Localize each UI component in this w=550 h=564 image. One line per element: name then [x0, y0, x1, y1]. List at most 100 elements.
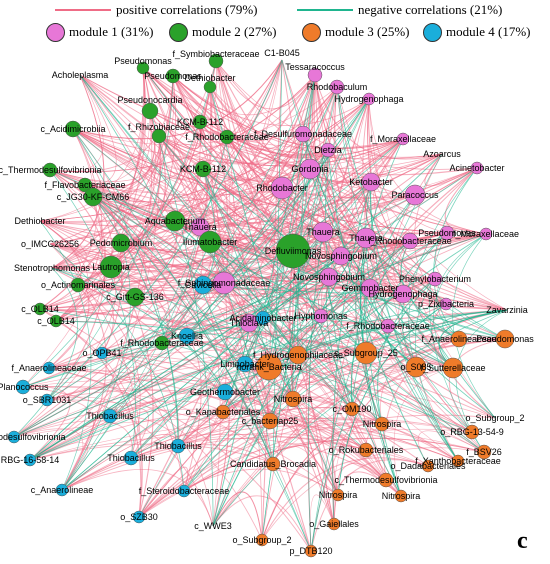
correlation-edge	[212, 309, 508, 527]
module-3-swatch	[302, 22, 321, 42]
correlation-edge	[92, 196, 436, 280]
correlation-edge	[202, 168, 436, 280]
node-label: o_RBG-13-54-9	[440, 427, 504, 437]
correlation-edge	[202, 98, 370, 286]
node-label: Acinetobacter	[449, 163, 504, 173]
node-label: f_BSV26	[466, 447, 502, 457]
node-label: Dethiobacter	[184, 73, 235, 83]
node-module-1	[331, 246, 351, 266]
correlation-edge	[22, 351, 367, 388]
node-module-4	[178, 327, 196, 345]
correlation-edge	[39, 60, 217, 222]
node-label: Acholeplasma	[52, 70, 109, 80]
correlation-edge	[224, 390, 459, 462]
node-module-3	[215, 404, 231, 420]
correlation-edge	[13, 181, 372, 438]
node-label: Geothermobacter	[190, 387, 260, 397]
correlation-edge	[39, 168, 204, 223]
node-module-4	[15, 379, 31, 395]
node-module-4	[170, 438, 186, 454]
node-module-2	[77, 177, 93, 193]
correlation-edge	[325, 276, 353, 410]
node-module-1	[470, 161, 484, 175]
node-label: C1-B045	[264, 48, 300, 58]
node-module-2	[42, 162, 58, 178]
correlation-edge	[202, 168, 367, 239]
node-module-4	[123, 450, 139, 466]
correlation-edge	[172, 75, 329, 157]
correlation-edge	[172, 75, 206, 139]
node-label: f_Hydrogenophilaceae	[253, 350, 343, 360]
node-label: KCM-B-112	[180, 164, 226, 174]
node-label: Zavarzinia	[486, 305, 528, 315]
node-module-2	[194, 160, 212, 178]
node-module-4	[40, 393, 54, 407]
correlation-edge	[186, 287, 371, 337]
node-module-2	[125, 287, 145, 307]
correlation-edge	[101, 352, 402, 497]
correlation-edge	[72, 128, 179, 447]
node-label: p_Zixibacteria	[418, 299, 474, 309]
node-module-2	[275, 233, 311, 269]
correlation-edge	[438, 309, 508, 369]
node-label: o_Actinomarinales	[41, 280, 116, 290]
correlation-edge	[297, 74, 316, 356]
correlation-edge	[452, 233, 496, 419]
correlation-edge	[49, 243, 185, 492]
correlation-edge	[297, 309, 508, 356]
node-module-3	[450, 330, 468, 348]
correlation-edge	[351, 194, 416, 410]
node-label: Thauera	[183, 222, 217, 232]
correlation-edge	[380, 338, 460, 425]
correlation-edge	[435, 232, 508, 311]
correlation-edge	[13, 267, 78, 438]
node-label: c_Acidimicrobiia	[40, 124, 105, 134]
node-label: Thiobacillus	[86, 411, 134, 421]
node-label: Thiobacillus	[154, 441, 202, 451]
node-module-3	[344, 401, 360, 417]
node-module-3	[265, 456, 281, 472]
node-module-4	[7, 430, 21, 444]
network-nodes	[7, 53, 515, 558]
correlation-edge	[49, 169, 136, 459]
node-label: Thauera	[349, 233, 383, 243]
correlation-edge	[393, 367, 454, 497]
correlation-edge	[51, 226, 201, 269]
node-label: Planococcus	[0, 382, 49, 392]
node-label: Limnobacter	[220, 359, 270, 369]
node-module-1	[401, 232, 419, 250]
correlation-edge	[202, 284, 353, 410]
correlation-edge	[209, 59, 283, 243]
node-label: o_Kapabacteriales	[186, 407, 261, 417]
node-module-4	[102, 408, 118, 424]
module-legend-1: module 1 (31%)	[46, 22, 153, 42]
network-labels: f_SymbiobacteraceaePseudomonasC1-B045Ach…	[0, 48, 534, 556]
node-label: Thiobacillus	[107, 453, 155, 463]
correlation-edge	[46, 399, 339, 496]
node-label: Pseudonocardia	[117, 95, 182, 105]
correlation-edge	[51, 267, 485, 453]
node-module-3	[284, 390, 302, 408]
node-module-1	[362, 92, 376, 106]
node-label: Cavicella	[185, 280, 222, 290]
correlation-edge	[39, 98, 370, 222]
correlation-edge	[120, 242, 342, 261]
correlation-edge	[222, 240, 411, 413]
correlation-edge	[444, 167, 487, 235]
correlation-edge	[51, 267, 299, 356]
correlation-edge	[84, 184, 367, 239]
correlation-edge	[336, 86, 496, 419]
node-label: o_Subgroup_2	[232, 535, 291, 545]
correlation-edge	[368, 98, 496, 419]
node-module-3	[261, 412, 279, 430]
correlation-edge	[314, 74, 416, 196]
node-module-2	[203, 80, 217, 94]
correlation-edge	[202, 284, 294, 400]
correlation-edge	[49, 74, 104, 172]
correlation-edge	[310, 459, 429, 552]
module-4-swatch	[423, 22, 442, 42]
node-label: Rhodobacter	[256, 183, 308, 193]
correlation-edge	[223, 74, 316, 284]
node-label: Hydrogenophaga	[368, 289, 437, 299]
module-legend-3: module 3 (25%)	[302, 22, 409, 42]
